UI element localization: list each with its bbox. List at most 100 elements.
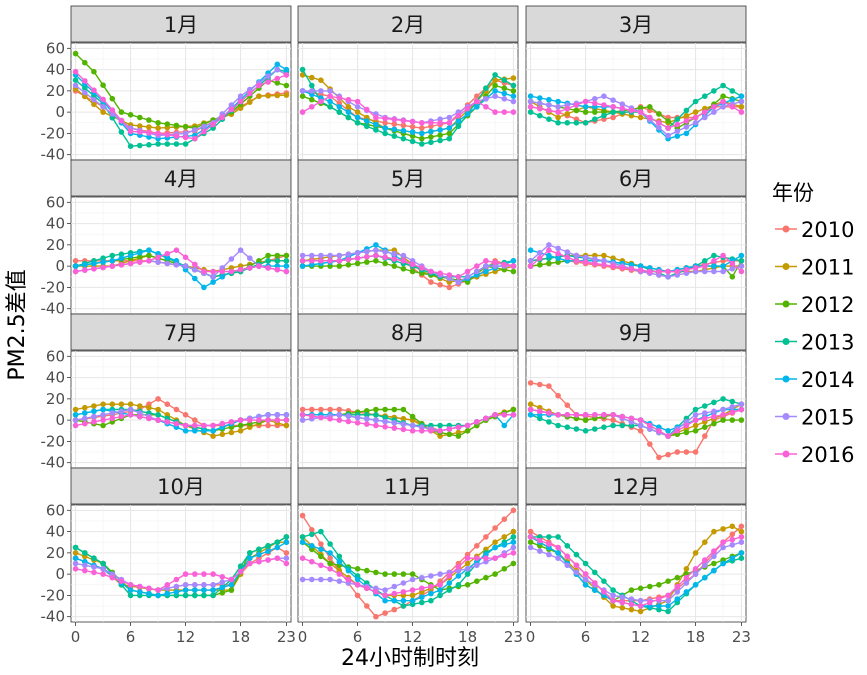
data-point — [82, 550, 88, 556]
data-point — [628, 415, 635, 422]
data-point — [91, 419, 97, 425]
data-point — [237, 266, 244, 273]
data-point — [382, 125, 388, 131]
data-point — [601, 578, 607, 584]
data-point — [247, 555, 253, 561]
data-point — [637, 585, 644, 592]
data-point — [72, 422, 79, 429]
data-point — [182, 254, 189, 261]
data-point — [274, 252, 281, 259]
data-point — [299, 109, 306, 115]
data-point — [610, 587, 616, 593]
legend-item: 2010 — [775, 218, 854, 242]
data-point — [265, 543, 271, 549]
data-point — [400, 603, 407, 609]
data-point — [720, 93, 726, 99]
data-point — [391, 256, 398, 262]
data-point — [501, 261, 508, 268]
data-point — [118, 109, 125, 115]
y-tick-label: 20 — [46, 544, 65, 562]
data-point — [564, 402, 571, 409]
data-point — [464, 274, 471, 280]
data-point — [729, 409, 736, 416]
legend-item: 2014 — [775, 368, 854, 392]
data-point — [391, 425, 398, 431]
data-point — [555, 422, 561, 429]
data-point — [601, 112, 607, 119]
data-point — [373, 242, 379, 248]
data-point — [692, 120, 699, 126]
data-point — [299, 417, 306, 423]
data-point — [510, 88, 517, 94]
data-point — [738, 528, 745, 535]
data-point — [656, 124, 662, 131]
data-point — [692, 566, 699, 572]
data-point — [82, 415, 88, 422]
data-point — [201, 268, 207, 275]
data-point — [118, 413, 125, 420]
data-point — [72, 68, 79, 75]
data-point — [354, 420, 361, 426]
y-tick-label: -40 — [41, 454, 66, 472]
data-point — [127, 592, 134, 599]
data-point — [192, 266, 198, 273]
data-point — [327, 88, 333, 94]
data-point — [720, 526, 726, 532]
data-point — [354, 98, 361, 105]
data-point — [582, 582, 589, 588]
data-point — [336, 263, 343, 269]
facet-strip — [525, 5, 747, 43]
data-point — [527, 258, 534, 264]
data-point — [647, 583, 653, 590]
data-point — [419, 141, 425, 147]
data-point — [683, 429, 690, 436]
data-point — [228, 582, 235, 588]
data-point — [537, 548, 543, 554]
data-point — [146, 134, 152, 140]
data-point — [738, 417, 745, 423]
data-point — [510, 75, 517, 81]
facet-strip — [70, 5, 292, 43]
data-point — [373, 114, 379, 121]
data-point — [127, 582, 134, 588]
data-point — [619, 599, 626, 606]
data-point — [492, 412, 498, 418]
data-point — [164, 260, 171, 267]
data-point — [510, 550, 517, 556]
data-point — [564, 105, 571, 112]
data-point — [299, 72, 306, 78]
data-point — [265, 79, 271, 85]
data-point — [219, 574, 226, 580]
data-point — [492, 539, 498, 545]
data-point — [474, 562, 480, 569]
data-point — [237, 247, 244, 253]
data-point — [474, 268, 480, 275]
data-point — [192, 417, 198, 423]
data-point — [419, 135, 425, 142]
data-point — [555, 534, 561, 540]
data-point — [446, 284, 453, 291]
data-point — [82, 85, 88, 91]
data-point — [555, 109, 561, 115]
data-point — [702, 557, 708, 563]
data-point — [237, 417, 244, 423]
data-point — [637, 603, 644, 609]
facet-panel: 10月 -40 -20 0 20 40 60 0 6 12 18 23 — [41, 467, 296, 646]
facet-strip — [297, 159, 519, 197]
data-point — [437, 132, 443, 138]
data-point — [137, 250, 143, 256]
data-point — [711, 104, 717, 110]
data-point — [354, 576, 361, 583]
data-point — [299, 534, 306, 540]
legend-label: 2010 — [801, 218, 854, 242]
facet-strip-label: 10月 — [157, 475, 205, 499]
data-point — [91, 266, 97, 272]
data-point — [364, 118, 370, 124]
data-point — [400, 128, 407, 134]
data-point — [309, 82, 315, 89]
data-point — [382, 130, 388, 137]
data-point — [201, 582, 207, 588]
data-point — [455, 279, 462, 285]
data-point — [354, 414, 361, 421]
data-point — [656, 454, 662, 461]
